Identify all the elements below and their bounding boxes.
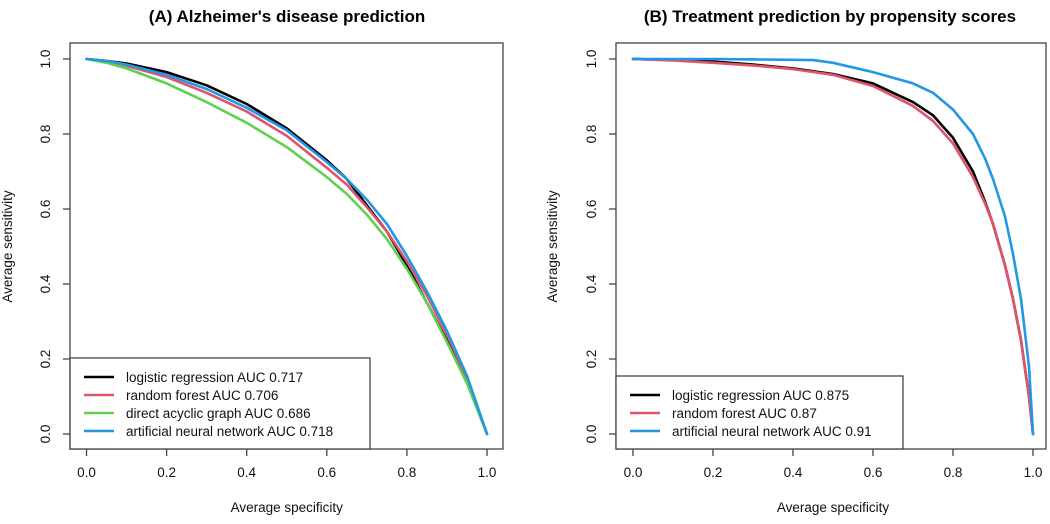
y-tick-label: 0.6: [584, 200, 599, 219]
y-tick-label: 1.0: [584, 50, 599, 69]
x-tick-label: 0.6: [864, 465, 883, 480]
y-tick-label: 0.2: [584, 350, 599, 369]
legend-label-2: random forest AUC 0.87: [672, 406, 817, 421]
legend-label-3: direct acyclic graph AUC 0.686: [126, 406, 311, 421]
y-tick-label: 1.0: [38, 50, 53, 69]
chart-title: (B) Treatment prediction by propensity s…: [644, 7, 1016, 26]
x-tick-label: 0.6: [317, 465, 336, 480]
x-tick-label: 0.8: [944, 465, 963, 480]
series-group: [631, 57, 1035, 436]
legend-box: [69, 357, 371, 450]
x-tick-label: 0.0: [77, 465, 96, 480]
series-group: [85, 57, 489, 436]
x-tick-label: 0.2: [157, 465, 176, 480]
y-tick-label: 0.0: [584, 425, 599, 444]
y-tick-label: 0.4: [584, 274, 599, 293]
x-tick-label: 0.2: [704, 465, 723, 480]
panel-b: (B) Treatment prediction by propensity s…: [545, 7, 1047, 515]
roc-curve-3: [85, 57, 489, 436]
legend-label-4: artificial neural network AUC 0.718: [126, 424, 333, 439]
legend: logistic regression AUC 0.875 random fore…: [615, 375, 904, 450]
legend-label-1: logistic regression AUC 0.875: [672, 388, 849, 403]
y-tick-label: 0.2: [38, 350, 53, 369]
y-axis-label: Average sensitivity: [0, 190, 15, 303]
x-tick-label: 1.0: [478, 465, 497, 480]
x-tick-label: 0.4: [784, 465, 803, 480]
legend-box: [615, 375, 904, 450]
legend-label-3: artificial neural network AUC 0.91: [672, 424, 872, 439]
x-tick-label: 0.8: [398, 465, 417, 480]
y-tick-label: 0.0: [38, 425, 53, 444]
x-tick-label: 1.0: [1024, 465, 1043, 480]
chart-title: (A) Alzheimer's disease prediction: [149, 7, 425, 26]
x-axis-label: Average specificity: [777, 500, 890, 515]
roc-curve-2: [85, 57, 489, 436]
y-axis-label: Average sensitivity: [545, 190, 560, 303]
x-tick-label: 0.0: [624, 465, 643, 480]
roc-curve-2: [631, 57, 1035, 436]
legend: logistic regression AUC 0.717 random fore…: [69, 357, 371, 450]
legend-label-2: random forest AUC 0.706: [126, 388, 278, 403]
legend-label-1: logistic regression AUC 0.717: [126, 370, 303, 385]
y-tick-label: 0.6: [38, 200, 53, 219]
y-tick-label: 0.4: [38, 274, 53, 293]
y-tick-label: 0.8: [38, 125, 53, 144]
panel-a: (A) Alzheimer's disease prediction 0.0 0.2…: [0, 7, 504, 515]
roc-curve-3: [631, 57, 1035, 436]
y-tick-label: 0.8: [584, 125, 599, 144]
x-axis-label: Average specificity: [231, 500, 344, 515]
x-tick-label: 0.4: [237, 465, 256, 480]
roc-curve-4: [85, 57, 489, 436]
